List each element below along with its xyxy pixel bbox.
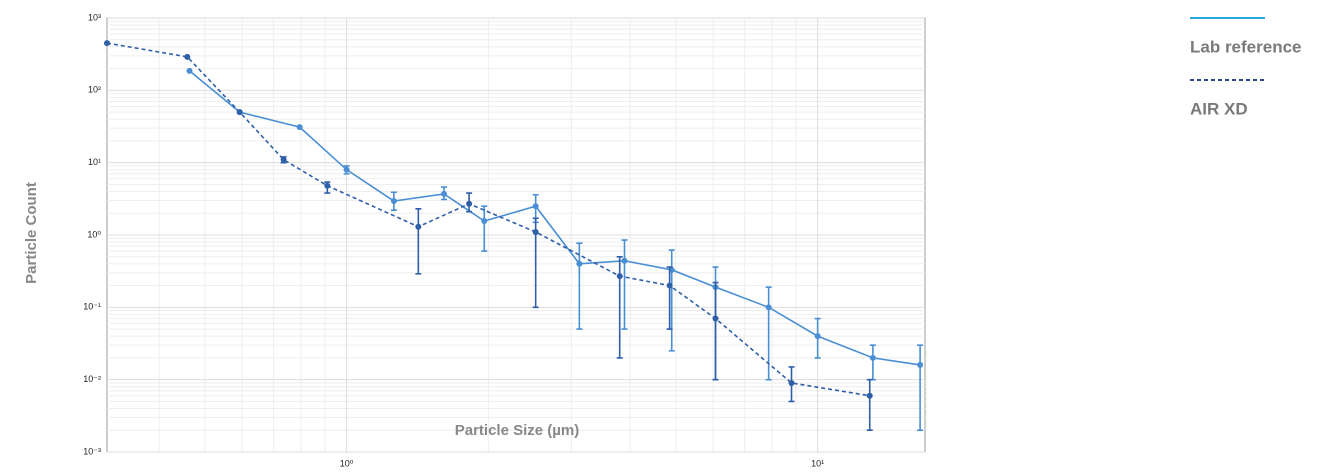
data-point: [532, 203, 539, 210]
data-point: [616, 273, 623, 280]
data-point: [441, 190, 448, 197]
data-point: [466, 200, 473, 207]
x-tick-label: 10⁰: [340, 458, 354, 468]
y-tick-label: 10⁰: [87, 229, 101, 239]
data-point: [296, 124, 303, 131]
series-line: [188, 70, 921, 366]
error-bar: [621, 239, 628, 330]
y-tick-label: 10⁻¹: [83, 302, 101, 312]
data-point: [343, 166, 350, 173]
y-tick-label: 10³: [88, 12, 101, 22]
data-point: [280, 156, 287, 163]
error-bar: [576, 242, 583, 330]
data-point: [481, 218, 488, 225]
data-point: [621, 257, 628, 264]
data-point: [324, 182, 331, 189]
data-point: [869, 354, 876, 361]
error-bar: [712, 281, 719, 381]
y-tick-label: 10⁻³: [83, 446, 101, 456]
x-axis-label: Particle Size (µm): [455, 422, 580, 439]
data-point: [814, 333, 821, 340]
data-point: [666, 282, 673, 289]
y-axis-label: Particle Count: [23, 182, 40, 284]
data-point: [184, 53, 191, 60]
data-point: [788, 379, 795, 386]
data-point: [712, 315, 719, 322]
error-bar: [666, 266, 673, 330]
data-point: [236, 109, 243, 116]
data-point: [917, 361, 924, 368]
data-point: [576, 260, 583, 267]
data-point: [390, 198, 397, 205]
data-point: [866, 392, 873, 399]
data-point: [104, 40, 110, 47]
error-bar: [917, 344, 924, 432]
legend-label: Lab reference: [1190, 37, 1302, 56]
data-point: [765, 304, 772, 311]
error-bar: [866, 378, 873, 432]
data-point: [532, 229, 539, 236]
y-tick-label: 10⁻²: [83, 374, 101, 384]
data-point: [186, 67, 193, 74]
legend-label: AIR XD: [1190, 99, 1248, 118]
error-bar: [481, 205, 488, 252]
y-tick-label: 10¹: [88, 157, 101, 167]
error-bar: [415, 208, 422, 275]
data-point: [415, 223, 422, 230]
y-tick-label: 10²: [88, 85, 101, 95]
x-tick-label: 10¹: [811, 458, 824, 468]
